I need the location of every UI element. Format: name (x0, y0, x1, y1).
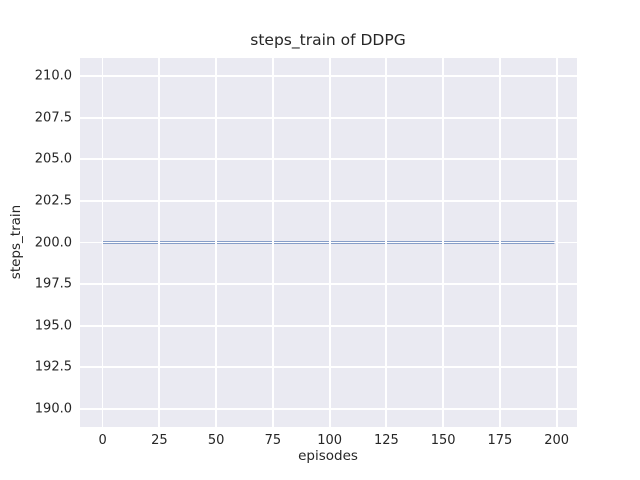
y-gridline (80, 324, 577, 327)
y-tick-label: 210.0 (34, 68, 72, 84)
x-tick-label: 175 (487, 433, 513, 448)
y-gridline (80, 407, 577, 410)
y-gridline (80, 283, 577, 285)
y-axis-label: steps_train (8, 204, 24, 280)
x-tick-label: 150 (430, 433, 456, 448)
y-gridline (80, 241, 577, 244)
y-gridline (80, 366, 577, 369)
y-gridline (80, 116, 577, 119)
y-tick-label: 190.0 (34, 401, 72, 417)
y-tick-label: 192.5 (34, 359, 72, 375)
x-tick-label: 25 (151, 433, 168, 448)
chart-title: steps_train of DDPG (250, 31, 406, 49)
y-tick-label: 202.5 (34, 193, 72, 209)
y-gridline (80, 75, 577, 78)
x-axis-label: episodes (298, 448, 358, 464)
y-gridline (80, 158, 577, 161)
y-tick-label: 207.5 (34, 110, 72, 126)
x-tick-label: 50 (207, 433, 225, 448)
x-tick-label: 125 (373, 433, 399, 448)
y-tick-label: 205.0 (34, 151, 72, 167)
x-tick-label: 75 (264, 433, 282, 448)
x-tick-label: 0 (98, 433, 107, 448)
plot-area (80, 58, 577, 427)
y-gridline (80, 200, 577, 202)
x-tick-label: 100 (317, 433, 343, 448)
y-tick-label: 200.0 (34, 235, 72, 250)
y-tick-label: 197.5 (34, 276, 72, 292)
x-tick-label: 200 (544, 433, 570, 448)
y-tick-label: 195.0 (34, 318, 72, 334)
